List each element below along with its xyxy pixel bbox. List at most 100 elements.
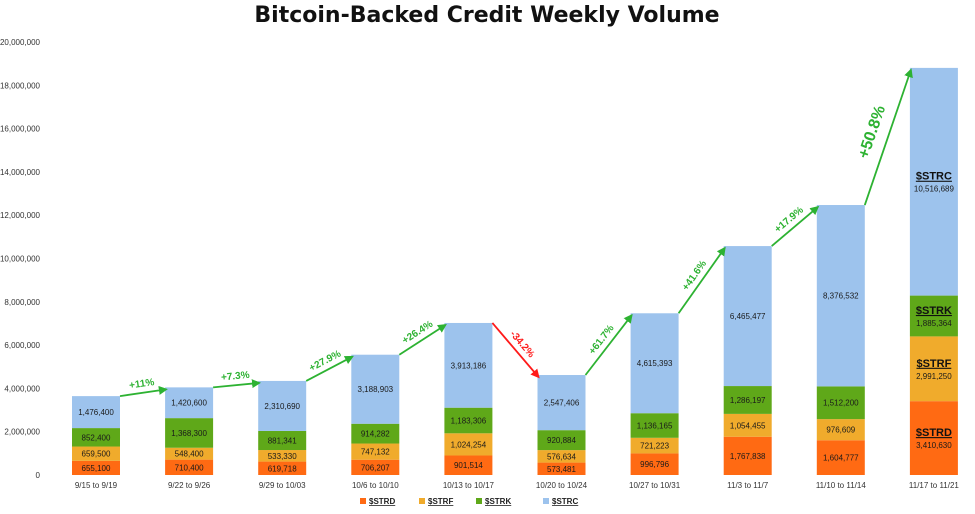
x-tick-label: 9/29 to 10/03 xyxy=(259,481,306,490)
change-arrow xyxy=(584,313,633,376)
bar-segment xyxy=(909,336,958,402)
legend-swatch xyxy=(419,498,425,504)
bar-segment xyxy=(258,380,307,431)
y-tick-label: 4,000,000 xyxy=(4,384,40,393)
legend-item: $STRD xyxy=(360,497,395,506)
bar-value-label: 576,634 xyxy=(547,452,576,461)
change-arrow xyxy=(677,246,726,314)
bar-value-label: 710,400 xyxy=(175,463,204,472)
bar-segment xyxy=(258,461,307,475)
x-tick-label: 11/10 to 11/14 xyxy=(816,481,867,490)
legend-label: $STRC xyxy=(552,497,578,506)
change-arrow xyxy=(305,355,354,382)
bar-stack: 710,400 548,400 1,368,300 1,420,600 xyxy=(165,387,214,475)
x-tick-label: 9/15 to 9/19 xyxy=(75,481,118,490)
bar-segment xyxy=(723,386,772,414)
bar-value-label: 996,796 xyxy=(640,460,669,469)
bar-value-label: 1,054,455 xyxy=(730,421,766,430)
bar-value-label: 655,100 xyxy=(82,464,111,473)
bar-value-label: 4,615,393 xyxy=(637,359,673,368)
bar-value-label: 619,718 xyxy=(268,464,297,473)
legend-swatch xyxy=(360,498,366,504)
y-tick-label: 6,000,000 xyxy=(4,341,40,350)
series-highlight-label: $STRC xyxy=(916,171,952,183)
bar-value-label: 914,282 xyxy=(361,430,390,439)
bar-value-label: 573,481 xyxy=(547,465,576,474)
bar-value-label: 3,913,186 xyxy=(451,361,487,370)
bar-segment xyxy=(351,443,400,460)
y-tick-label: 20,000,000 xyxy=(0,38,41,47)
bar-segment xyxy=(72,460,120,475)
bar-value-label: 2,991,250 xyxy=(916,372,952,381)
y-tick-label: 0 xyxy=(36,471,41,480)
legend-swatch xyxy=(543,498,549,504)
bar-value-label: 1,136,165 xyxy=(637,422,673,431)
bar-segment xyxy=(537,430,586,451)
bar-segment xyxy=(165,447,214,460)
bar-value-label: 1,512,200 xyxy=(823,399,859,408)
series-highlight-label: $STRK xyxy=(916,305,952,317)
bars: 655,100 659,500 852,400 1,476,400 710,400 548… xyxy=(72,67,958,475)
bar-stack: 655,100 659,500 852,400 1,476,400 xyxy=(72,396,120,475)
bar-value-label: 1,368,300 xyxy=(171,429,207,438)
legend-item: $STRF xyxy=(419,497,453,506)
legend-swatch xyxy=(476,498,482,504)
bar-value-label: 659,500 xyxy=(82,450,111,459)
x-tick-label: 9/22 to 9/26 xyxy=(168,481,211,490)
bar-segment xyxy=(723,246,772,387)
bar-value-label: 533,330 xyxy=(268,452,297,461)
bar-value-label: 8,376,532 xyxy=(823,292,859,301)
legend-label: $STRK xyxy=(485,497,511,506)
bar-value-label: 1,604,777 xyxy=(823,454,859,463)
bar-segment xyxy=(816,440,865,475)
legend-label: $STRD xyxy=(369,497,395,506)
bar-value-label: 920,884 xyxy=(547,436,576,445)
bar-value-label: 2,547,406 xyxy=(544,399,580,408)
bar-segment xyxy=(630,413,679,438)
bar-segment xyxy=(72,396,120,429)
bar-segment xyxy=(723,413,772,437)
y-tick-label: 12,000,000 xyxy=(0,211,41,220)
x-tick-label: 11/17 to 11/21 xyxy=(909,481,960,490)
bar-segment xyxy=(72,428,120,447)
change-arrow xyxy=(863,68,913,206)
bar-segment xyxy=(258,430,307,451)
legend-item: $STRK xyxy=(476,497,511,506)
y-tick-label: 10,000,000 xyxy=(0,255,41,264)
bar-stack: 706,207 747,132 914,282 3,188,903 xyxy=(351,354,400,475)
bar-segment xyxy=(909,295,958,337)
change-arrows: +11%+7.3%+27.9%+26.4% -34.2% +61.7%+41.6%+… xyxy=(119,68,913,398)
bar-segment xyxy=(909,401,958,475)
change-label: +11% xyxy=(128,377,155,392)
bar-value-label: 548,400 xyxy=(175,450,204,459)
x-tick-label: 10/20 to 10/24 xyxy=(536,481,588,490)
bar-value-label: 852,400 xyxy=(82,433,111,442)
bar-stack: 1,767,838 1,054,455 1,286,197 6,465,477 xyxy=(723,246,772,475)
bar-value-label: 976,609 xyxy=(826,426,855,435)
bar-segment xyxy=(537,375,586,431)
x-tick-label: 11/3 to 11/7 xyxy=(727,481,769,490)
bar-segment xyxy=(72,446,120,461)
bar-segment xyxy=(723,436,772,475)
series-highlight-label: $STRF xyxy=(916,358,951,370)
change-label: +50.8% xyxy=(855,103,889,160)
y-tick-label: 18,000,000 xyxy=(0,81,41,90)
bar-value-label: 706,207 xyxy=(361,463,390,472)
bar-stack: 1,604,777 976,609 1,512,200 8,376,532 xyxy=(816,205,865,475)
change-arrow xyxy=(771,205,820,247)
legend-label: $STRF xyxy=(428,497,453,506)
bar-value-label: 881,341 xyxy=(268,436,297,445)
y-tick-label: 8,000,000 xyxy=(4,298,40,307)
bar-segment xyxy=(816,419,865,441)
bar-value-label: 1,885,364 xyxy=(916,319,952,328)
change-arrow xyxy=(119,385,168,398)
bar-segment xyxy=(444,322,493,408)
bar-segment xyxy=(351,423,400,444)
change-arrow xyxy=(398,323,447,356)
bar-segment xyxy=(351,459,400,475)
bar-value-label: 3,410,630 xyxy=(916,441,952,450)
x-tick-label: 10/6 to 10/10 xyxy=(352,481,399,490)
bar-value-label: 1,420,600 xyxy=(171,399,207,408)
bar-value-label: 10,516,689 xyxy=(914,185,955,194)
